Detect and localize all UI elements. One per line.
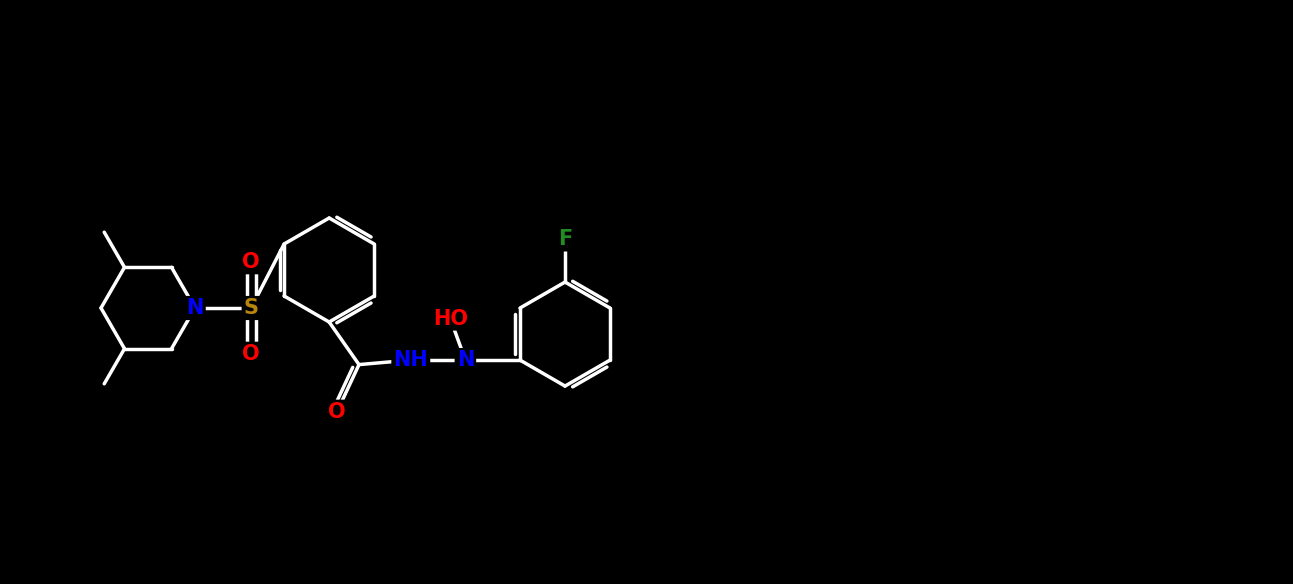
Text: O: O [242, 252, 260, 272]
Text: O: O [328, 402, 345, 422]
Text: N: N [456, 350, 475, 370]
Text: NH: NH [393, 350, 428, 370]
Text: N: N [186, 298, 204, 318]
Text: F: F [557, 230, 572, 249]
Text: O: O [242, 344, 260, 364]
Text: S: S [243, 298, 259, 318]
Text: HO: HO [433, 308, 468, 329]
